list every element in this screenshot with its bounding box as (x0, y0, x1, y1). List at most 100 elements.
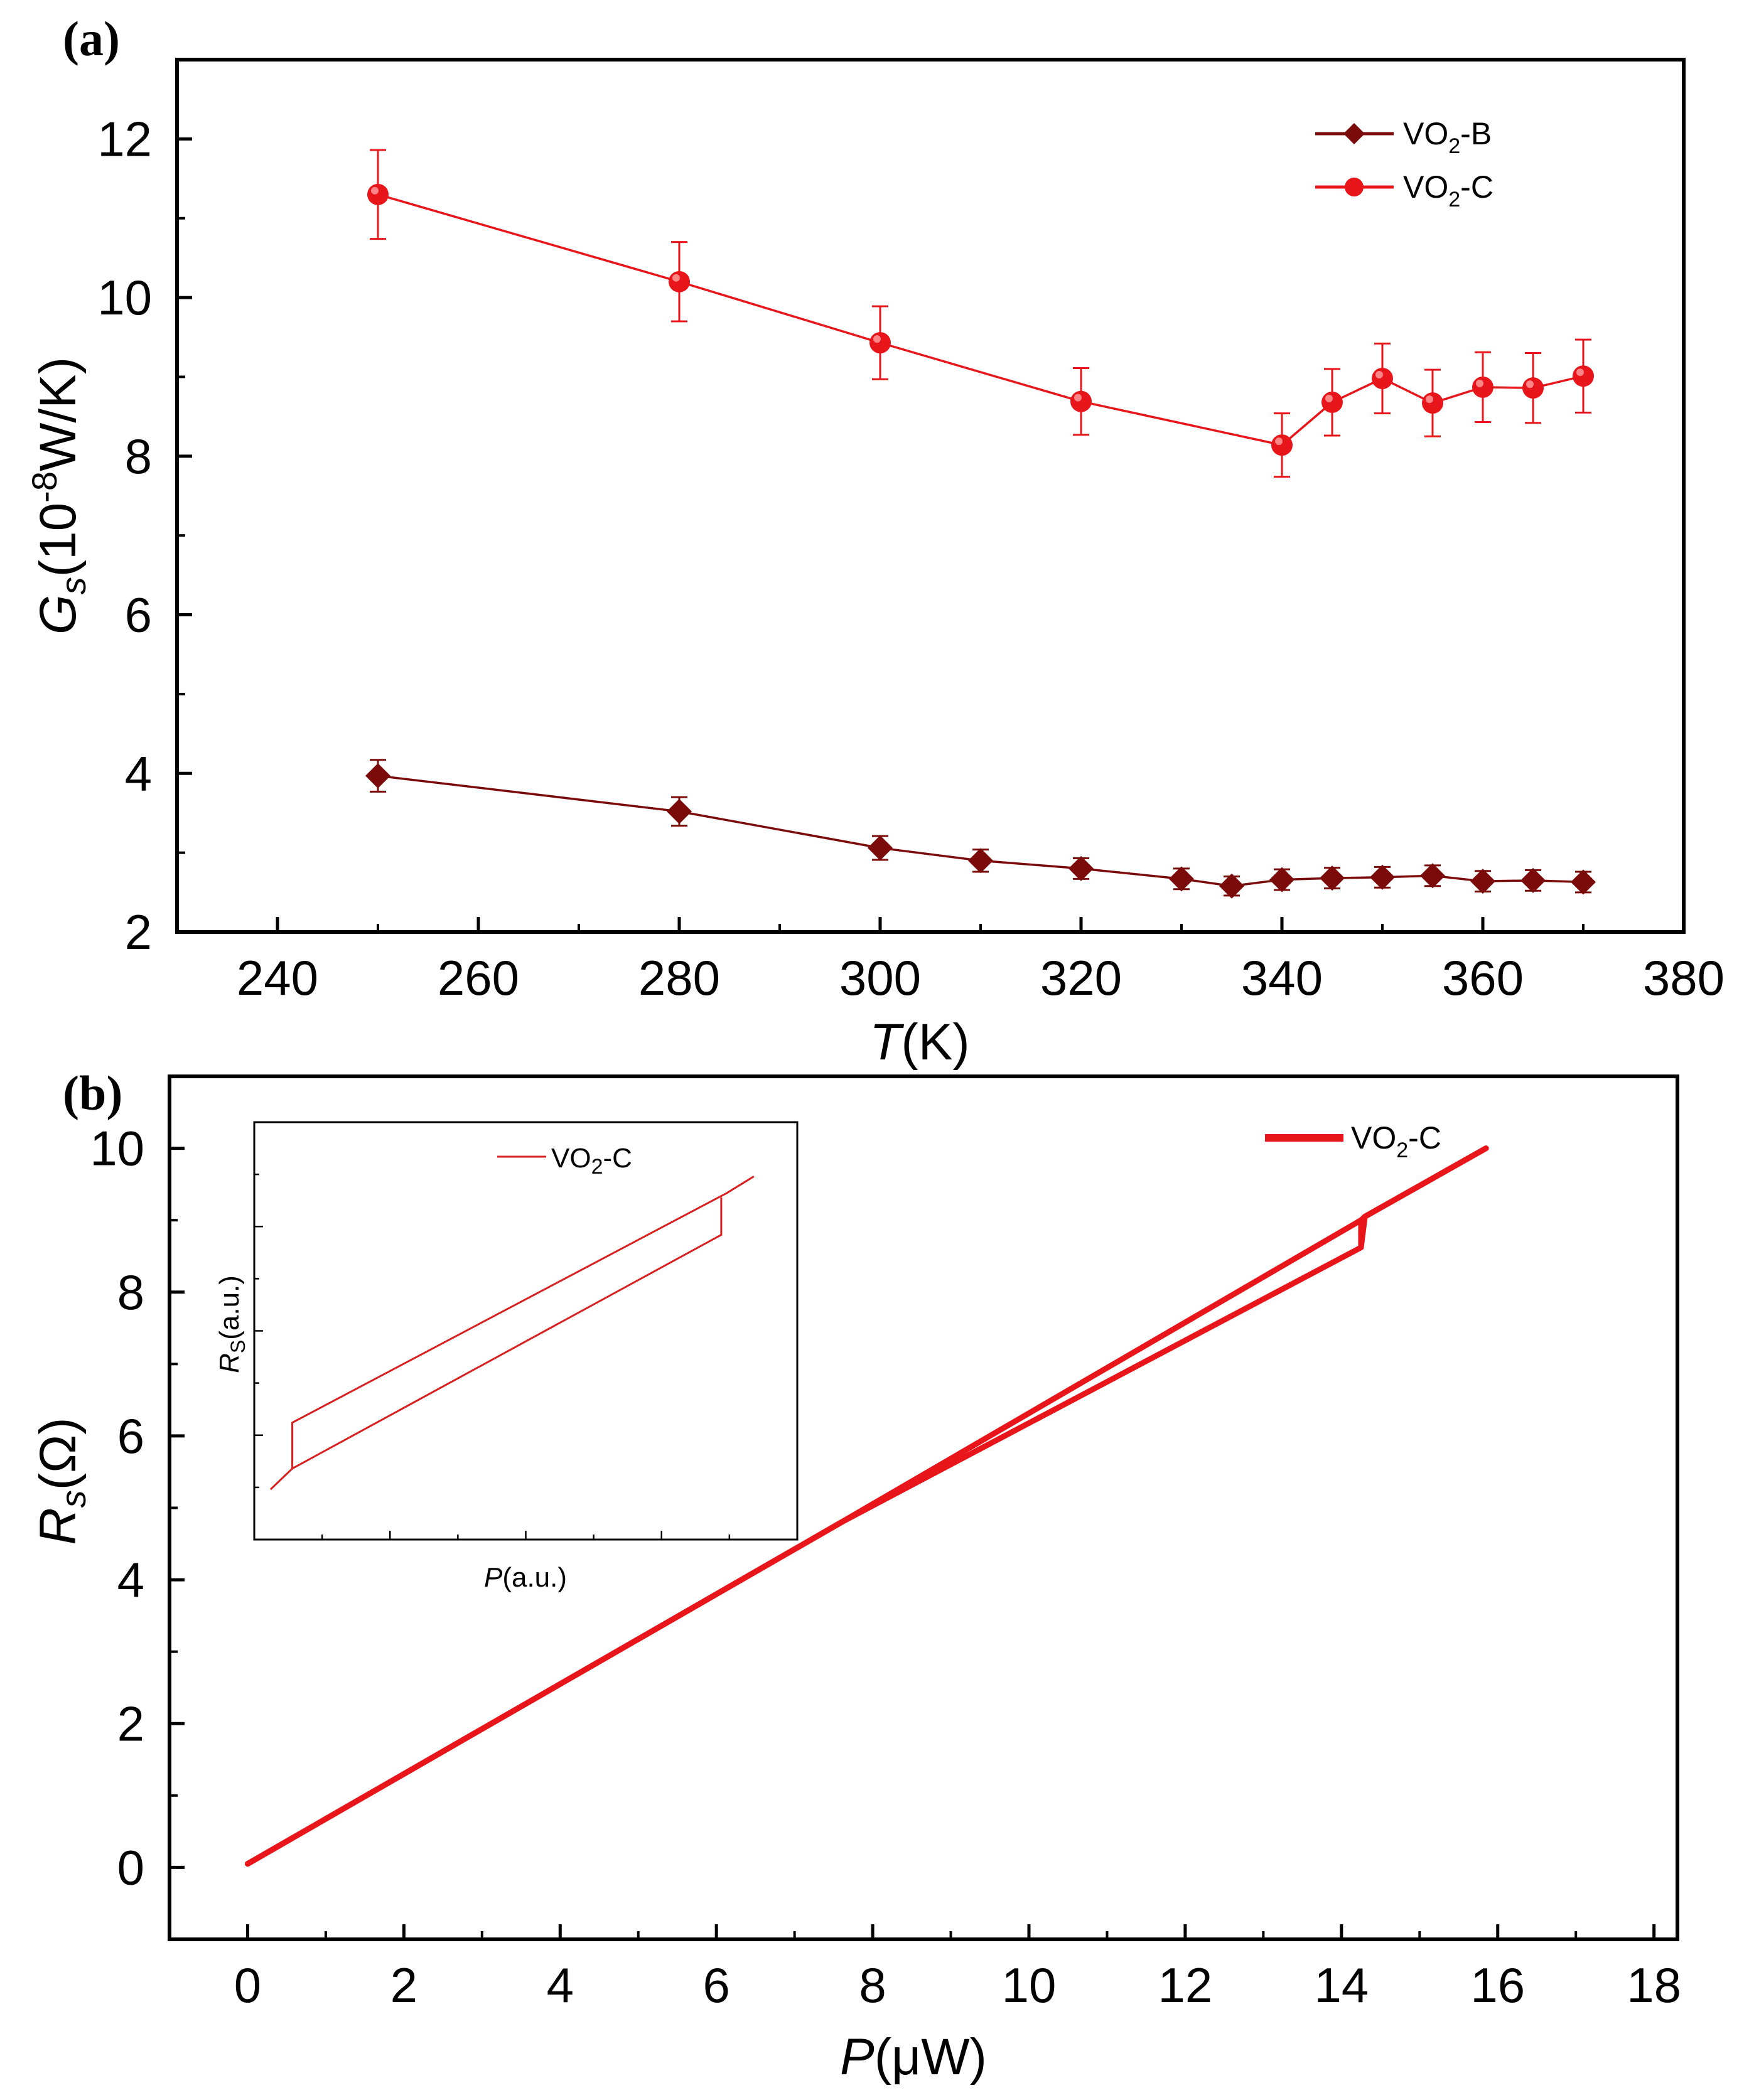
data-point (1271, 434, 1293, 456)
data-point (1070, 390, 1092, 412)
data-point (669, 271, 690, 292)
panel-a-y-tick-label: 2 (125, 904, 152, 960)
data-point-highlight (1375, 370, 1383, 378)
data-point (1470, 869, 1495, 894)
panel-b-y-tick-label: 8 (117, 1265, 144, 1320)
legend-symbol-vo2-c (1315, 178, 1394, 196)
data-point (1420, 863, 1445, 889)
panel-b-series (244, 1145, 1489, 1867)
data-point (1321, 391, 1343, 413)
panel-b-legend: VO2-C (1265, 1120, 1441, 1162)
data-point (1269, 867, 1294, 892)
panel-a-axes-ticks (177, 137, 1686, 934)
legend-label-vo2-c: VO2-C (1403, 169, 1493, 212)
inset-legend-label: VO2-C (551, 1143, 632, 1179)
panel-b-label: (b) (63, 1066, 122, 1120)
data-point (667, 798, 692, 824)
panel-a-plot-frame (175, 58, 1686, 934)
series-vo2-c (367, 149, 1594, 478)
inset-plot: VO2-C P(a.u.) RS(a.u.) (214, 1121, 799, 1593)
legend-label-vo2-c: VO2-C (1351, 1120, 1441, 1162)
inset-lower-branch (291, 1197, 723, 1470)
data-point (1169, 866, 1194, 892)
data-point-highlight (1476, 379, 1483, 387)
panel-b-x-tick-label: 12 (1158, 1958, 1213, 2013)
panel-a-tick-labels: 240 260 280 300 320 340 360 380 2 4 6 8 10 12 (97, 111, 1725, 1005)
legend-marker (1345, 178, 1364, 196)
panel-b-x-tick-label: 18 (1627, 1958, 1681, 2013)
panel-b-y-tick-label: 0 (117, 1840, 144, 1895)
data-point-highlight (873, 335, 881, 343)
data-point (1520, 867, 1546, 893)
panel-a: (a) 240 260 280 300 320 340 360 380 2 4 6 8 10 12 VO2… (24, 11, 1725, 1071)
data-point (1370, 864, 1395, 890)
panel-b-x-tick-label: 0 (234, 1958, 261, 2013)
data-point (367, 183, 389, 205)
panel-b-x-tick-label: 10 (1002, 1958, 1057, 2013)
data-point (1372, 367, 1393, 389)
data-point (365, 763, 390, 789)
panel-b: (b) 0 2 4 6 8 10 12 14 16 18 0 2 4 6 8 10 VO2-C VO2-C P… (30, 1066, 1681, 2086)
panel-b-x-tick-label: 16 (1470, 1958, 1525, 2013)
panel-b-x-axis-title: P(μW) (840, 2028, 987, 2086)
data-point-highlight (1325, 394, 1333, 402)
panel-a-x-tick-label: 260 (438, 950, 519, 1005)
panel-b-x-tick-label: 14 (1314, 1958, 1369, 2013)
panel-b-axes-ticks (170, 1147, 1656, 1939)
data-point (869, 332, 891, 354)
panel-b-y-tick-label: 10 (90, 1121, 144, 1176)
panel-b-x-tick-label: 8 (859, 1958, 886, 2013)
data-point (1219, 873, 1244, 899)
panel-b-x-tick-label: 2 (390, 1958, 417, 2013)
data-point-highlight (1526, 380, 1534, 388)
panel-a-x-tick-label: 360 (1442, 950, 1524, 1005)
data-point (868, 835, 893, 861)
series-line-vo2-c (377, 193, 1584, 447)
data-point (1522, 377, 1544, 399)
panel-a-x-axis-title: T(K) (869, 1014, 969, 1071)
series-vo2-b (365, 759, 1596, 899)
panel-b-y-tick-label: 2 (117, 1696, 144, 1751)
panel-a-x-tick-label: 240 (237, 950, 318, 1005)
panel-a-series (365, 149, 1596, 899)
panel-b-tick-labels: 0 2 4 6 8 10 12 14 16 18 0 2 4 6 8 10 (90, 1121, 1681, 2013)
panel-a-y-tick-label: 10 (97, 270, 152, 325)
panel-a-y-tick-label: 12 (97, 111, 152, 166)
inset-x-axis-title: P(a.u.) (484, 1562, 567, 1593)
data-point-highlight (1275, 437, 1283, 446)
data-point (1320, 865, 1345, 891)
data-point-highlight (1426, 395, 1433, 404)
data-point-highlight (672, 274, 680, 282)
panel-b-y-tick-label: 6 (117, 1408, 144, 1464)
data-point (1068, 855, 1094, 881)
panel-a-y-tick-label: 6 (125, 587, 152, 643)
panel-a-x-tick-label: 300 (839, 950, 921, 1005)
panel-b-x-tick-label: 6 (702, 1958, 729, 2013)
panel-b-y-tick-label: 4 (117, 1552, 144, 1607)
data-point (968, 848, 993, 874)
panel-a-x-tick-label: 340 (1241, 950, 1323, 1005)
panel-a-legend: VO2-B VO2-C (1315, 116, 1493, 212)
legend-symbol-vo2-b (1315, 123, 1394, 144)
panel-a-x-tick-label: 320 (1040, 950, 1122, 1005)
inset-y-axis-title: RS(a.u.) (214, 1275, 249, 1373)
panel-a-y-axis-title: Gs(10-8W/K) (24, 357, 93, 635)
data-point (1422, 392, 1443, 414)
panel-a-x-tick-label: 380 (1643, 950, 1725, 1005)
panel-a-y-tick-label: 8 (125, 429, 152, 484)
legend-marker (1343, 123, 1365, 144)
data-point-highlight (371, 186, 379, 195)
panel-b-y-axis-title: Rs(Ω) (30, 1417, 93, 1545)
data-point (1571, 869, 1596, 895)
panel-a-x-tick-label: 280 (638, 950, 720, 1005)
data-point (1472, 376, 1493, 398)
inset-frame (253, 1121, 799, 1541)
data-point (1573, 365, 1594, 387)
inset-series (269, 1176, 755, 1491)
inset-upper-branch (269, 1176, 755, 1491)
data-point-highlight (1074, 394, 1082, 402)
panel-a-y-tick-label: 4 (125, 746, 152, 801)
legend-label-vo2-b: VO2-B (1403, 116, 1492, 158)
panel-a-label: (a) (63, 11, 120, 66)
